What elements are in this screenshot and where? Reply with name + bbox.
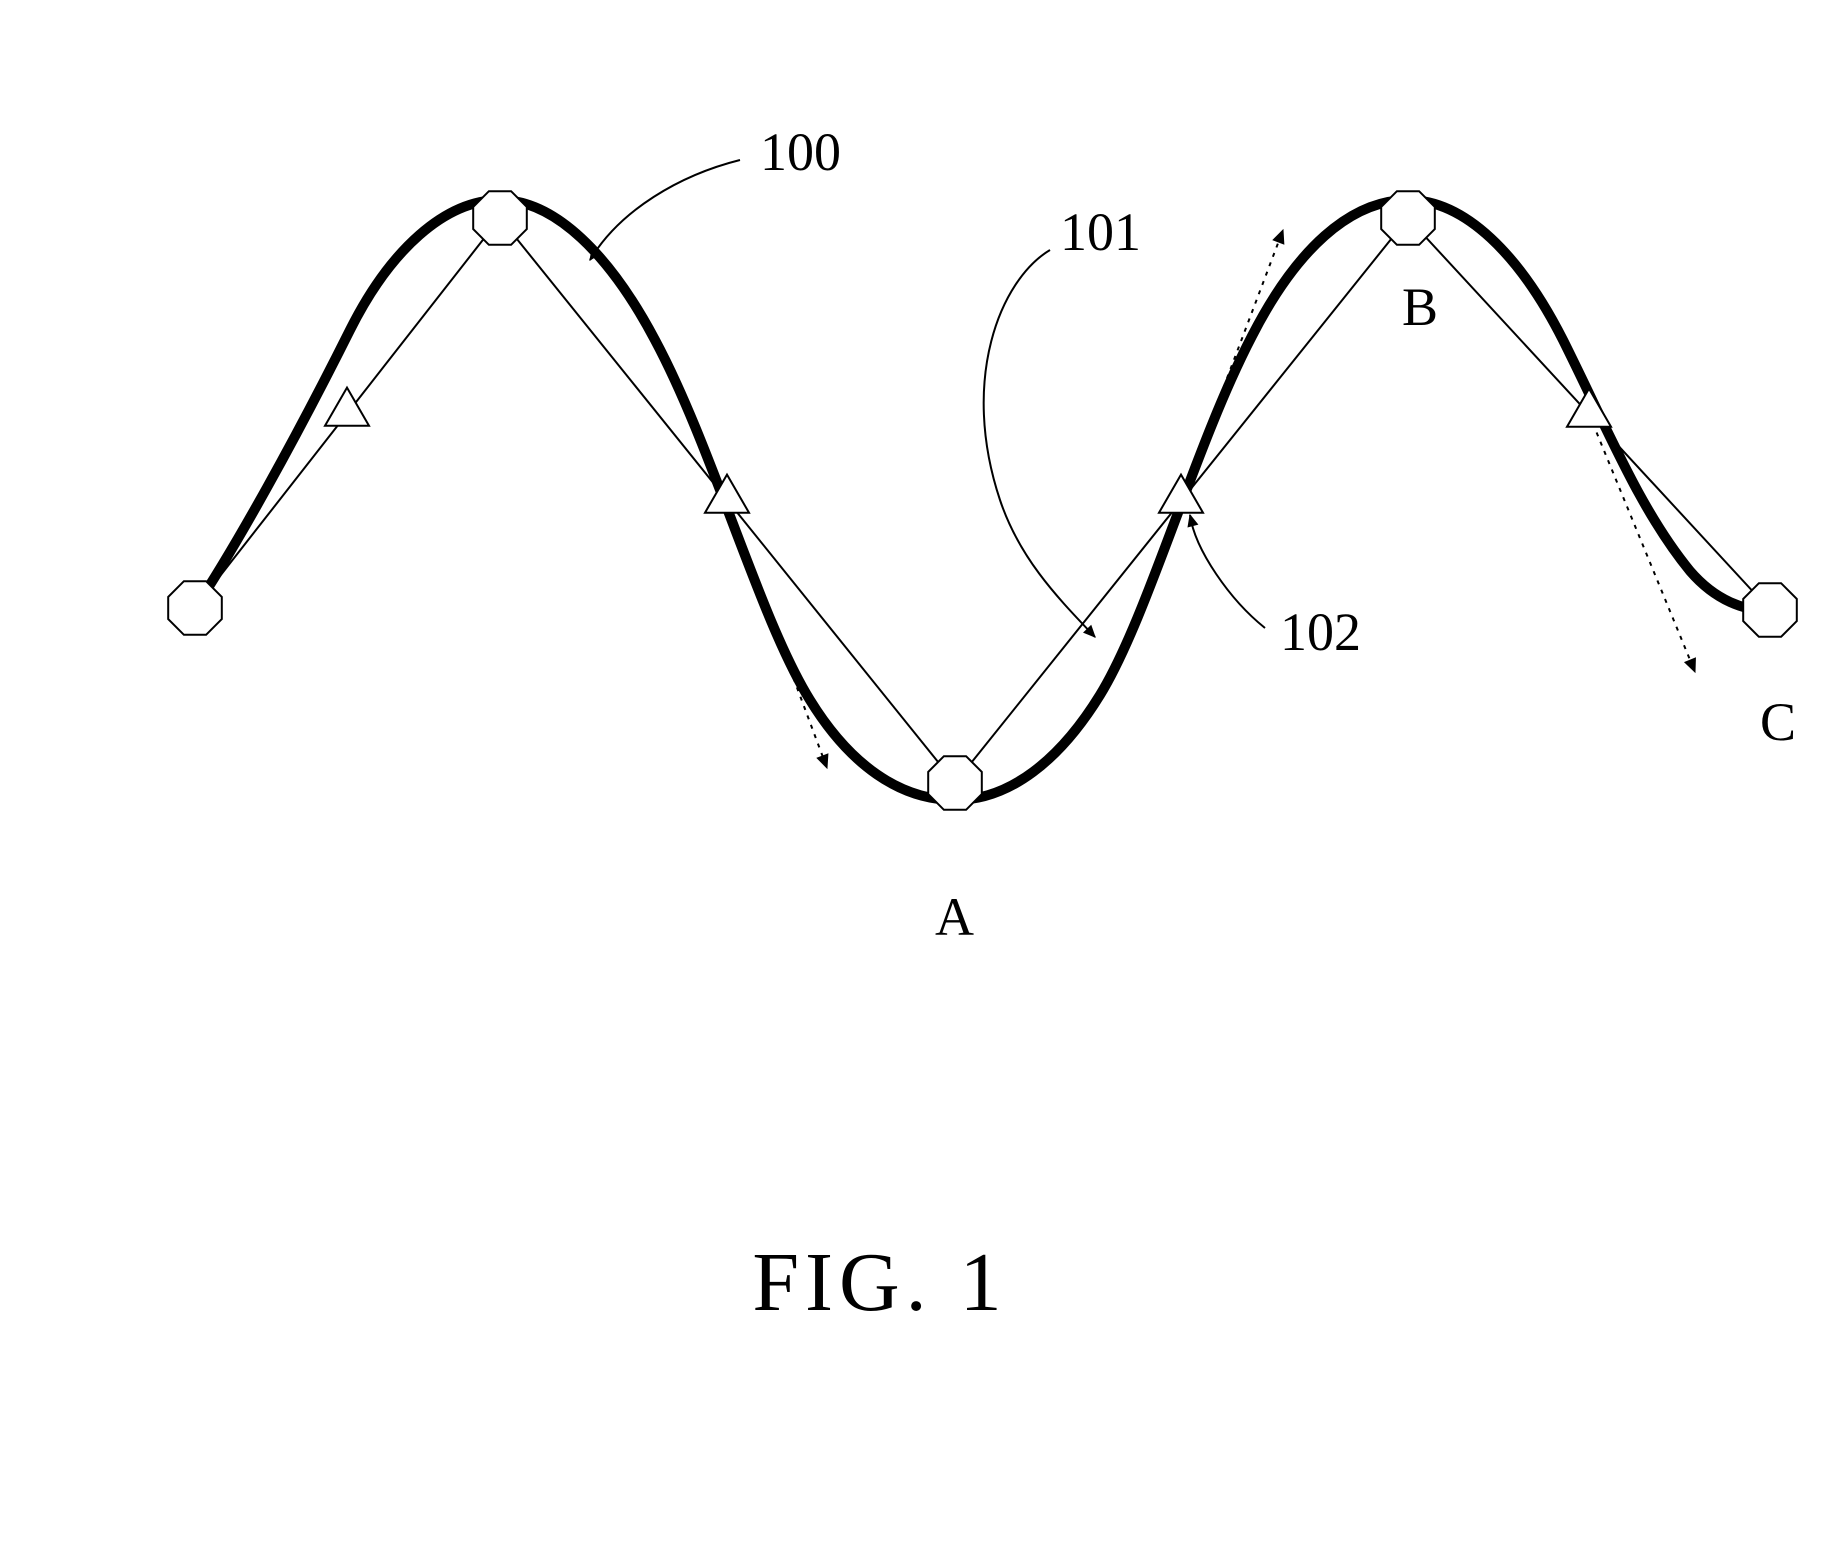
point-label: C	[1760, 692, 1796, 752]
octagon-marker	[168, 581, 222, 635]
octagon-marker	[473, 191, 527, 245]
octagon-marker	[1743, 583, 1797, 637]
point-label: B	[1402, 277, 1438, 337]
octagon-marker	[928, 756, 982, 810]
octagon-marker	[1381, 191, 1435, 245]
point-label: A	[935, 887, 974, 947]
callout-label: 100	[760, 122, 841, 182]
figure-caption: FIG. 1	[752, 1236, 1007, 1329]
callout-label: 102	[1280, 602, 1361, 662]
callout-label: 101	[1060, 202, 1141, 262]
